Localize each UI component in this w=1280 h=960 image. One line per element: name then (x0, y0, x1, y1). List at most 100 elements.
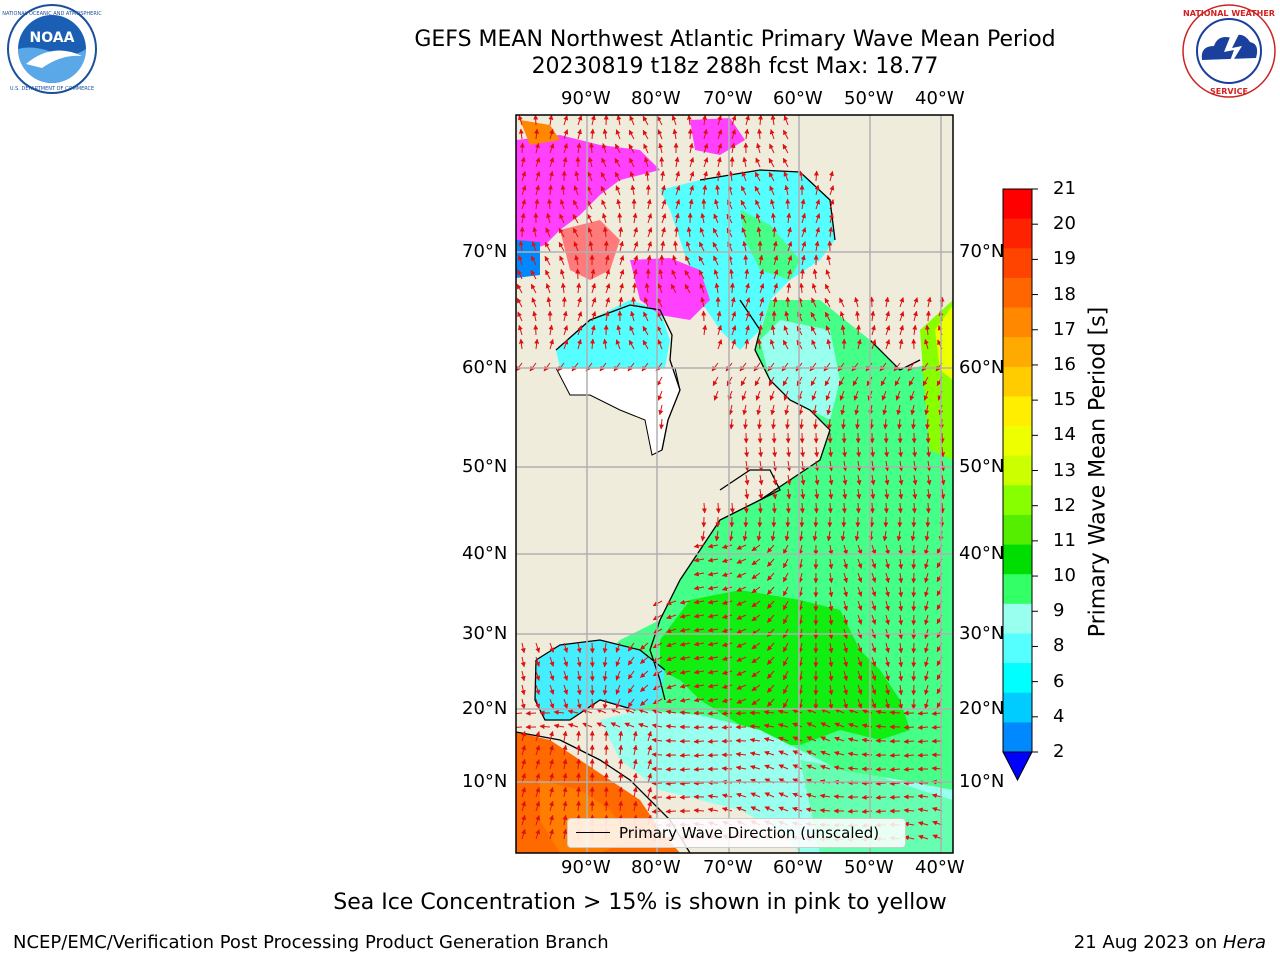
wave-arrow (693, 683, 705, 689)
wave-arrow (549, 670, 555, 681)
wave-arrow (616, 324, 622, 336)
colorbar (1002, 188, 1038, 782)
wave-arrow (882, 530, 888, 542)
wave-arrow (521, 171, 527, 182)
wave-arrow (841, 418, 846, 430)
wave-arrow (786, 446, 792, 458)
wave-arrow (628, 339, 635, 350)
wave-arrow (751, 544, 761, 552)
wave-arrow (911, 614, 917, 626)
wave-arrow (679, 641, 691, 647)
wave-arrow (535, 656, 541, 667)
colorbar-tick-label: 9 (1053, 600, 1065, 622)
wave-arrow (560, 268, 565, 280)
wave-arrow (828, 684, 834, 696)
wave-arrow (587, 213, 593, 224)
wave-arrow (615, 656, 621, 667)
wave-arrow (740, 199, 747, 210)
colorbar-tick-label: 21 (1053, 178, 1076, 199)
wave-arrow (871, 572, 877, 583)
wave-arrow (693, 766, 705, 772)
wave-arrow (572, 199, 579, 210)
colorbar-swatch (1003, 603, 1032, 634)
wave-arrow (736, 586, 747, 592)
wave-arrow (826, 404, 832, 416)
wave-arrow (717, 115, 722, 126)
wave-arrow (588, 156, 593, 168)
wave-arrow (735, 765, 747, 771)
wave-arrow (749, 751, 761, 757)
wave-arrow (840, 530, 846, 542)
wave-arrow (670, 283, 677, 294)
wave-arrow (786, 212, 792, 224)
wave-arrow (884, 446, 890, 458)
wave-arrow (819, 807, 831, 813)
wave-arrow (711, 362, 719, 372)
wave-arrow (736, 614, 747, 620)
wave-arrow (917, 752, 929, 758)
wave-arrow (615, 642, 621, 653)
wave-arrow (758, 446, 764, 458)
wave-arrow (770, 198, 775, 210)
wave-arrow (713, 213, 719, 224)
wave-arrow (693, 585, 705, 591)
wave-arrow (661, 199, 667, 210)
wave-arrow (558, 227, 565, 238)
wave-arrow (521, 730, 526, 742)
wave-arrow (735, 738, 747, 744)
wave-arrow (615, 185, 621, 196)
wave-arrow (798, 544, 804, 556)
wave-arrow (870, 488, 876, 500)
wave-arrow (603, 240, 609, 252)
wave-arrow (843, 642, 848, 654)
wave-arrow (616, 198, 622, 210)
lat-label-right-2: 50°N (959, 456, 1005, 477)
wave-arrow (806, 764, 817, 770)
wave-arrow (880, 376, 887, 387)
wave-arrow (703, 128, 708, 140)
wave-arrow (912, 446, 918, 458)
wave-arrow (521, 199, 527, 210)
wave-arrow (767, 600, 775, 609)
wave-arrow (833, 765, 845, 771)
wave-arrow (660, 170, 666, 182)
wave-arrow (535, 670, 541, 681)
wave-arrow (535, 184, 540, 196)
wave-arrow (871, 698, 877, 709)
wave-arrow (912, 324, 918, 336)
wave-arrow (910, 530, 916, 542)
wave-arrow (563, 670, 569, 681)
lat-label-right-6: 10°N (959, 771, 1005, 792)
wave-arrow (745, 324, 750, 336)
wave-arrow (533, 324, 539, 336)
wave-arrow (758, 310, 764, 322)
wave-arrow (615, 670, 621, 681)
wave-arrow (767, 628, 775, 637)
wave-arrow (721, 656, 733, 661)
wave-arrow (535, 698, 541, 709)
wave-arrow (562, 828, 568, 840)
wave-arrow (758, 115, 763, 126)
wave-arrow (838, 376, 845, 387)
wave-arrow (715, 184, 720, 196)
wave-arrow (632, 758, 638, 770)
wave-arrow (875, 709, 887, 715)
wave-arrow (619, 269, 625, 280)
wave-arrow (549, 758, 554, 770)
wave-arrow (716, 156, 722, 168)
wave-arrow (911, 572, 917, 584)
wave-arrow (875, 808, 887, 814)
wave-arrow (792, 792, 803, 798)
wave-arrow (629, 115, 635, 126)
wave-arrow (714, 282, 720, 294)
wave-arrow (576, 670, 582, 682)
wave-arrow (798, 656, 804, 668)
wave-arrow (843, 614, 848, 626)
wave-arrow (561, 296, 567, 308)
wave-arrow (820, 722, 831, 728)
wave-arrow (801, 241, 807, 252)
wave-arrow (521, 828, 526, 840)
wave-arrow (729, 282, 735, 294)
wave-arrow (751, 670, 761, 678)
wave-arrow (574, 170, 580, 182)
